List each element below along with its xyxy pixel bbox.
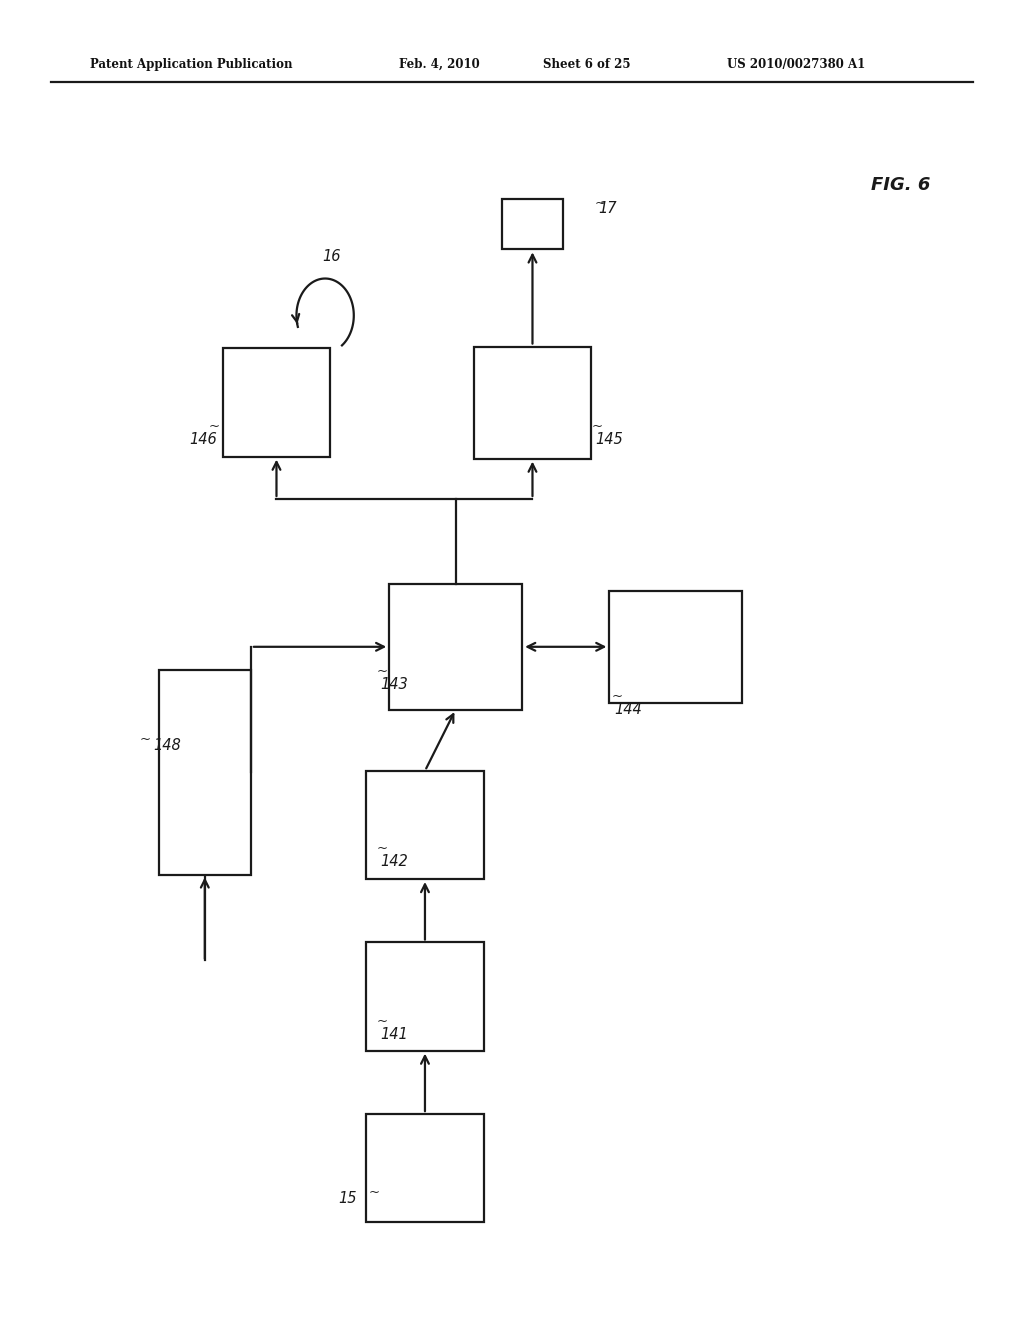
Text: ~: ~ — [377, 1015, 388, 1028]
Text: Sheet 6 of 25: Sheet 6 of 25 — [543, 58, 630, 71]
Text: 143: 143 — [380, 677, 408, 692]
Bar — [223, 348, 330, 457]
Text: 15: 15 — [338, 1191, 356, 1206]
Bar — [389, 583, 522, 710]
Text: 17: 17 — [598, 201, 616, 216]
Text: ~: ~ — [377, 665, 388, 678]
Text: 148: 148 — [154, 738, 181, 754]
Bar — [367, 771, 483, 879]
Text: ~: ~ — [611, 690, 623, 704]
Text: 141: 141 — [380, 1027, 408, 1041]
Text: 145: 145 — [595, 432, 623, 446]
Text: ~: ~ — [592, 420, 603, 433]
Text: ~: ~ — [377, 842, 388, 855]
Text: 146: 146 — [189, 432, 217, 446]
Bar — [502, 199, 563, 249]
Text: 142: 142 — [380, 854, 408, 869]
Bar — [609, 591, 742, 702]
Bar — [159, 671, 251, 875]
Bar — [473, 347, 592, 459]
Text: US 2010/0027380 A1: US 2010/0027380 A1 — [727, 58, 865, 71]
Text: Feb. 4, 2010: Feb. 4, 2010 — [399, 58, 480, 71]
Bar — [367, 1114, 483, 1222]
Text: FIG. 6: FIG. 6 — [871, 176, 931, 194]
Text: Patent Application Publication: Patent Application Publication — [90, 58, 293, 71]
Text: ~: ~ — [139, 733, 151, 746]
Text: 144: 144 — [614, 702, 642, 717]
Bar — [367, 942, 483, 1051]
Text: 16: 16 — [323, 248, 341, 264]
Text: ~: ~ — [595, 197, 606, 210]
Text: ~: ~ — [209, 420, 220, 433]
Text: ~: ~ — [369, 1185, 380, 1199]
